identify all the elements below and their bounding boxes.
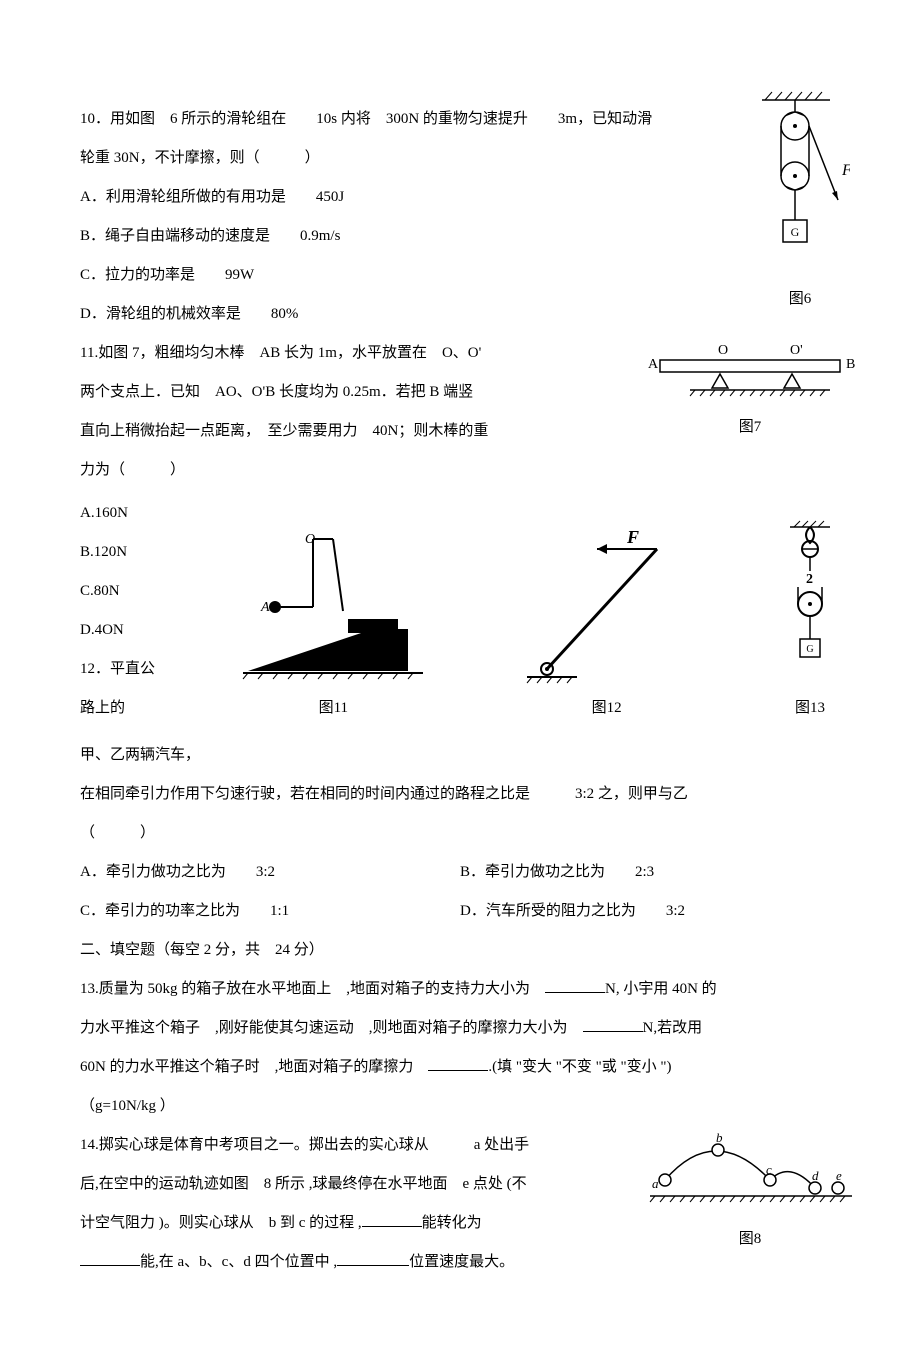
q13-line-3: 60N 的力水平推这个箱子时 ,地面对箱子的摩擦力 .(填 "变大 "不变 "或… bbox=[80, 1048, 840, 1087]
q11-option-c: C.80N bbox=[80, 572, 160, 611]
q12-stem-1: 12．平直公路上的 bbox=[80, 650, 160, 728]
figure-6: G F 图6 bbox=[750, 90, 850, 319]
q11-option-b: B.120N bbox=[80, 533, 160, 572]
svg-text:2: 2 bbox=[806, 572, 813, 587]
q10-stem-1: 10．用如图 6 所示的滑轮组在 10s 内将 300N 的重物匀速提升 3m，… bbox=[80, 100, 840, 139]
svg-text:e: e bbox=[836, 1168, 842, 1183]
q11-option-a: A.160N bbox=[80, 494, 160, 533]
figure-7-label: 图7 bbox=[640, 408, 860, 447]
figure-12-label: 图12 bbox=[507, 689, 707, 728]
figure-7: A B O O' 图7 bbox=[640, 338, 860, 447]
q12-stem-4: （ ） bbox=[80, 814, 840, 853]
q10-option-d: D．滑轮组的机械效率是 80% bbox=[80, 295, 840, 334]
figure-12: F 图12 bbox=[507, 529, 707, 728]
q11-option-d: D.4ON bbox=[80, 611, 160, 650]
q12-option-c: C．牵引力的功率之比为 1:1 bbox=[80, 892, 460, 931]
q13-line-4: （g=10N/kg ） bbox=[80, 1087, 840, 1126]
svg-text:A: A bbox=[648, 357, 659, 372]
q10-option-c: C．拉力的功率是 99W bbox=[80, 256, 840, 295]
svg-text:d: d bbox=[812, 1168, 819, 1183]
svg-text:O: O bbox=[718, 343, 728, 358]
svg-text:c: c bbox=[766, 1162, 772, 1177]
svg-text:G: G bbox=[791, 225, 800, 239]
q10-option-b: B．绳子自由端移动的速度是 0.9m/s bbox=[80, 217, 840, 256]
svg-text:F: F bbox=[626, 529, 639, 547]
q12-stem-2: 甲、乙两辆汽车， bbox=[80, 736, 840, 775]
figure-11-label: 图11 bbox=[233, 689, 433, 728]
q13-line-2: 力水平推这个箱子 ,刚好能使其匀速运动 ,则地面对箱子的摩擦力大小为 N,若改用 bbox=[80, 1009, 840, 1048]
q12-option-d: D．汽车所受的阻力之比为 3:2 bbox=[460, 892, 840, 931]
figure-6-label: 图6 bbox=[750, 280, 850, 319]
q11-stem-4: 力为（ ） bbox=[80, 451, 840, 490]
svg-text:b: b bbox=[716, 1130, 723, 1145]
q12-option-a: A．牵引力做功之比为 3:2 bbox=[80, 853, 460, 892]
figure-13: 2 G 图13 bbox=[780, 519, 840, 728]
section-2-heading: 二、填空题（每空 2 分，共 24 分） bbox=[80, 931, 840, 970]
q13-line-1: 13.质量为 50kg 的箱子放在水平地面上 ,地面对箱子的支持力大小为 N, … bbox=[80, 970, 840, 1009]
svg-text:O': O' bbox=[790, 343, 803, 358]
figure-8: a b c d e 图8 bbox=[640, 1130, 860, 1259]
q12-stem-3: 在相同牵引力作用下匀速行驶，若在相同的时间内通过的路程之比是 3:2 之，则甲与… bbox=[80, 775, 840, 814]
svg-text:F: F bbox=[841, 162, 850, 179]
figure-11: O A 图11 bbox=[233, 529, 433, 728]
svg-text:a: a bbox=[652, 1176, 659, 1191]
figure-8-label: 图8 bbox=[640, 1220, 860, 1259]
q10-stem-2: 轮重 30N，不计摩擦，则（ ） bbox=[80, 139, 840, 178]
svg-text:B: B bbox=[846, 357, 855, 372]
svg-text:A: A bbox=[260, 600, 270, 615]
figure-13-label: 图13 bbox=[780, 689, 840, 728]
q10-option-a: A．利用滑轮组所做的有用功是 450J bbox=[80, 178, 840, 217]
svg-text:G: G bbox=[806, 644, 813, 655]
q12-option-b: B．牵引力做功之比为 2:3 bbox=[460, 853, 840, 892]
